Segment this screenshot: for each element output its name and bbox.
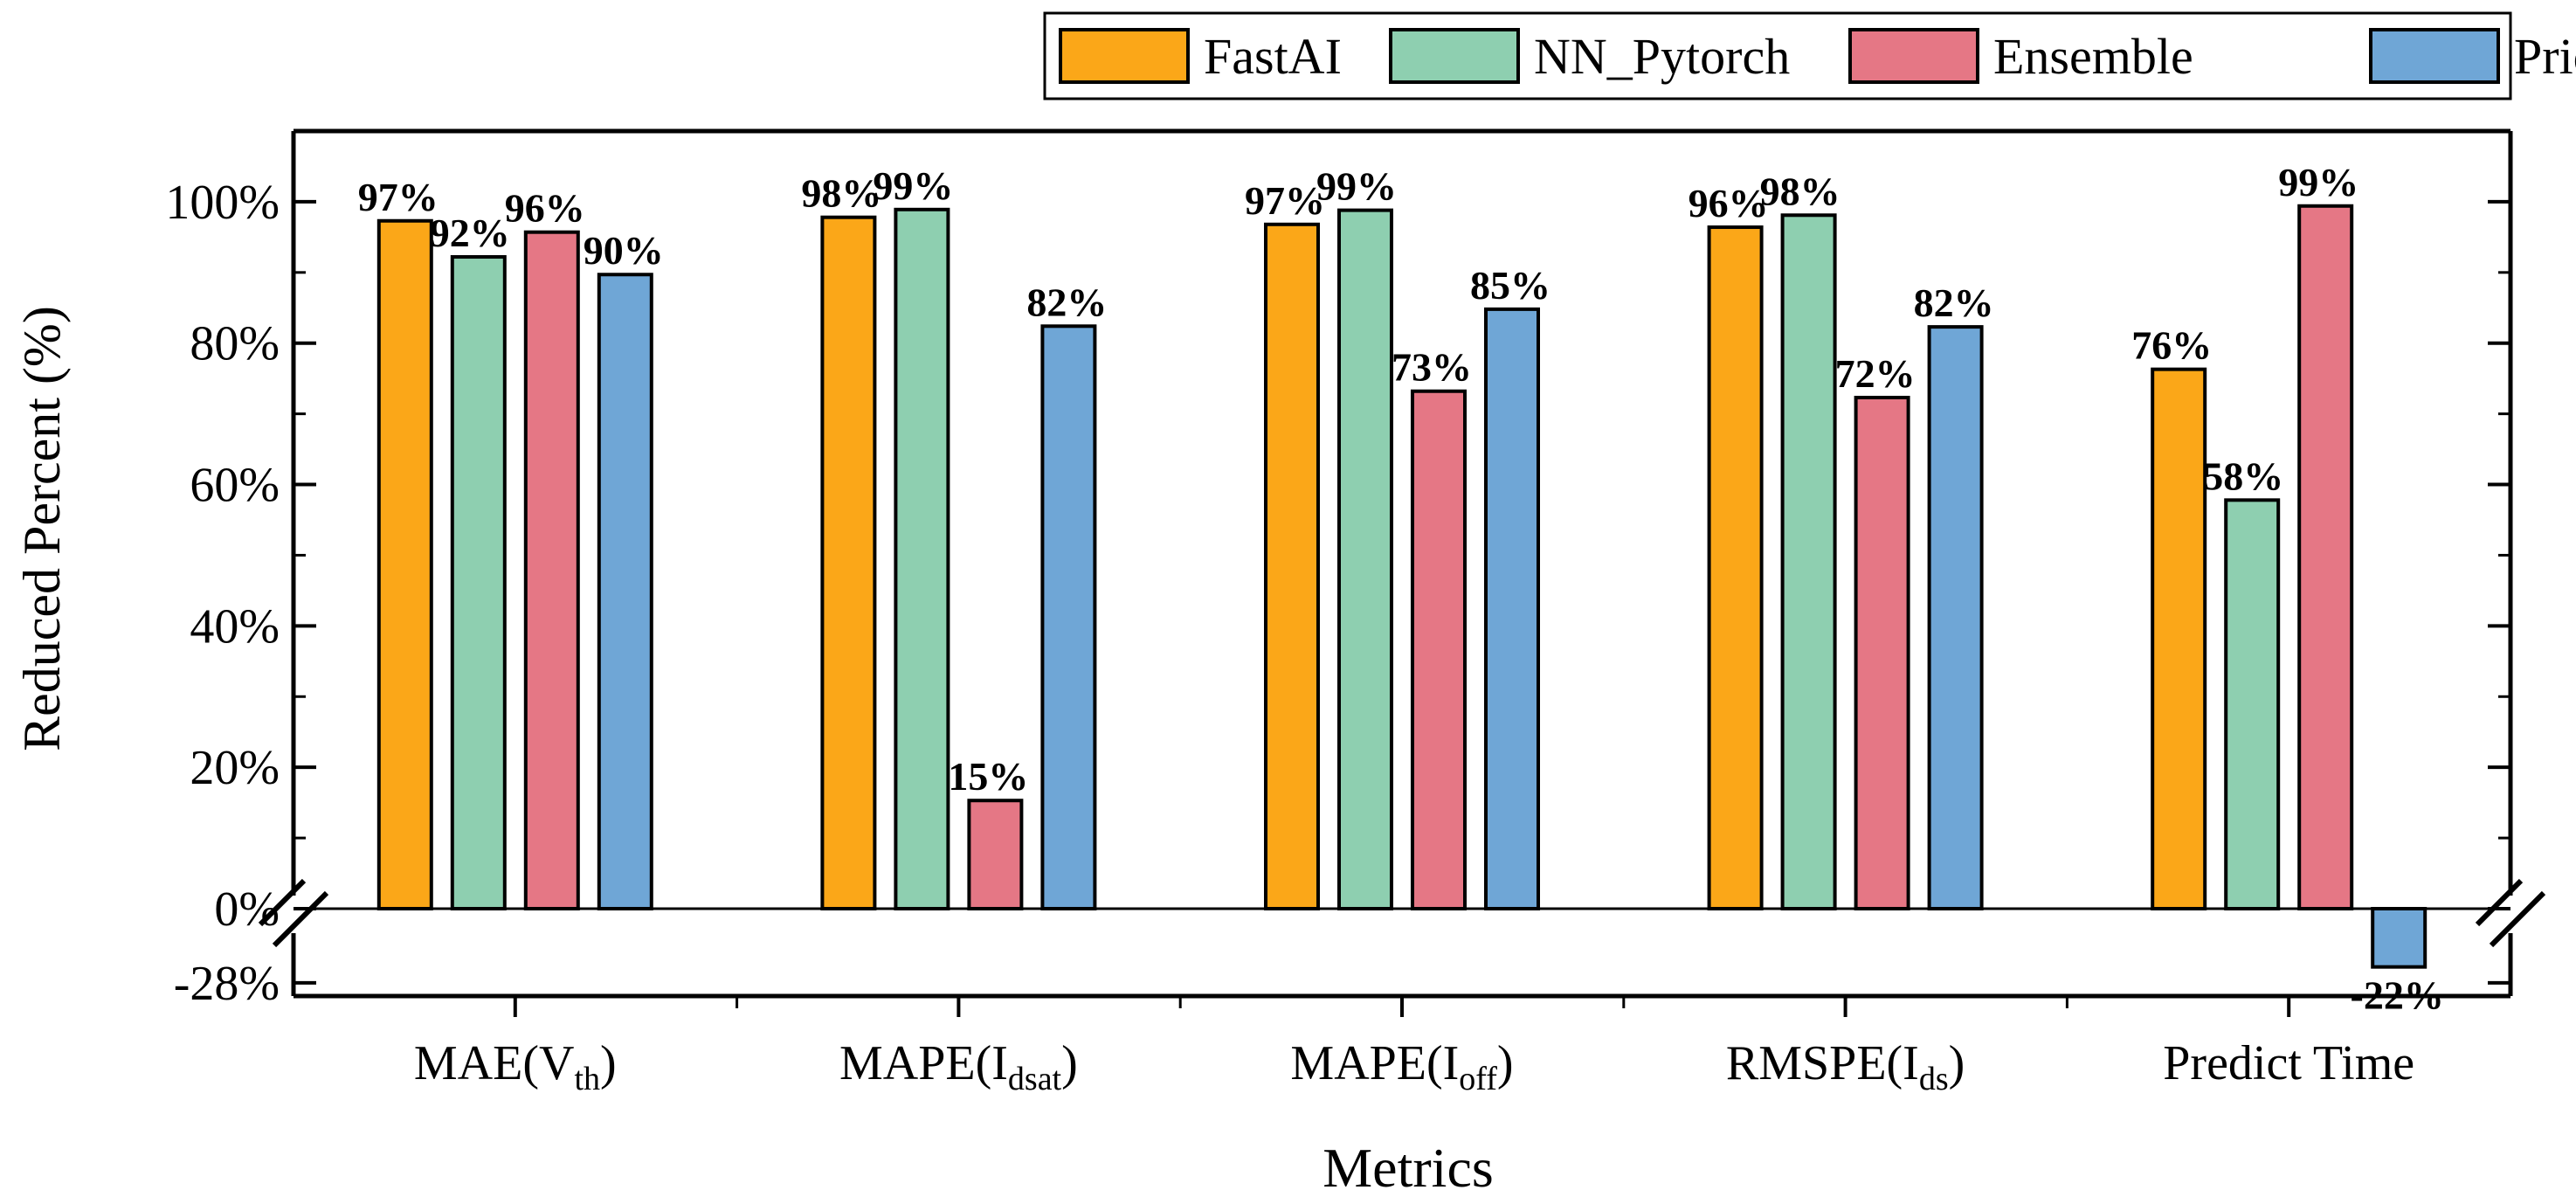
y-tick-label: 0% (214, 882, 280, 937)
value-label: 90% (584, 228, 664, 273)
bar-fastai-2 (820, 215, 877, 910)
value-label: 96% (505, 186, 585, 231)
bar-ensemble-2 (967, 799, 1024, 911)
y-tick-label: 100% (165, 176, 280, 230)
value-label: 15% (948, 754, 1028, 799)
value-label: 72% (1835, 351, 1916, 396)
value-label: 99% (873, 163, 953, 208)
legend-swatch-nn-pytorch (1389, 28, 1520, 84)
value-label: 98% (801, 171, 881, 216)
bars-group (376, 204, 2428, 969)
x-axis-title: Metrics (1323, 1137, 1494, 1199)
x-tick-label: RMSPE(Ids) (1726, 1036, 1965, 1097)
bar-nn-pytorch-4 (1780, 213, 1837, 911)
bar-ensemble-3 (1411, 389, 1467, 910)
value-label: 85% (1470, 263, 1550, 308)
bar-ensemble-4 (1854, 396, 1910, 910)
plot-frame (258, 128, 2546, 999)
y-tick-label: 20% (190, 741, 280, 795)
legend-box (1043, 11, 2512, 100)
value-label: 76% (2131, 323, 2212, 368)
y-axis: 0% 20% 40% 60% 80% 100% -28% (165, 129, 2510, 1011)
x-tick-label: MAE(Vth) (414, 1036, 617, 1097)
bar-nn-pytorch-5 (2224, 498, 2281, 910)
bar-nn-pytorch-3 (1337, 208, 1393, 911)
bar-ensemble-1 (523, 230, 580, 910)
y-tick-label: 60% (190, 459, 280, 513)
legend-label: Prior (2514, 28, 2576, 85)
axis-break-mark-left (272, 890, 329, 948)
bar-nn-pytorch-1 (450, 255, 507, 910)
value-label: 92% (430, 211, 510, 255)
x-axis: MAE(Vth) MAPE(Idsat) MAPE(Ioff) RMSPE(Ids) P… (414, 996, 2414, 1097)
y-axis-title: Reduced Percent (%) (13, 306, 71, 751)
bar-prior-4 (1927, 325, 1984, 911)
bar-ensemble-5 (2297, 204, 2354, 911)
axis-break-mark-left (258, 878, 307, 927)
y-tick-label: -28% (174, 957, 280, 1011)
legend-swatch-ensemble (1848, 28, 1979, 84)
bar-prior-1 (597, 273, 653, 910)
bar-fastai-5 (2151, 367, 2207, 910)
x-tick-label: Predict Time (2163, 1036, 2414, 1090)
legend-label: NN_Pytorch (1534, 28, 1790, 85)
bar-fastai-4 (1707, 225, 1764, 910)
value-label: 96% (1689, 181, 1769, 225)
legend-label: FastAI (1204, 28, 1342, 85)
value-label: 73% (1392, 345, 1472, 390)
legend-swatch-prior (2369, 28, 2500, 84)
bar-prior-3 (1484, 307, 1540, 910)
y-tick-label: 80% (190, 317, 280, 371)
legend: FastAI NN_Pytorch Ensemble Prior (1043, 11, 2576, 100)
bar-prior-5 (2371, 907, 2428, 969)
value-label: 97% (358, 175, 439, 219)
value-label: 98% (1760, 169, 1840, 213)
bar-fastai-3 (1264, 222, 1320, 910)
axis-break-mark-right (2475, 878, 2524, 927)
legend-label: Ensemble (1993, 28, 2193, 85)
bar-fastai-1 (376, 218, 433, 911)
x-tick-label: MAPE(Idsat) (839, 1036, 1078, 1097)
value-label: 82% (1914, 280, 1994, 325)
value-label: -22% (2351, 973, 2444, 1018)
value-labels-group: 97% 98% 97% 96%76%92%99% 99% 98%58%96%15%73% 7… (358, 160, 2444, 1018)
bar-nn-pytorch-2 (894, 207, 950, 911)
bar-prior-2 (1040, 324, 1097, 910)
legend-swatch-fastai (1059, 28, 1190, 84)
x-tick-label: MAPE(Ioff) (1290, 1036, 1513, 1097)
value-label: 99% (1316, 164, 1397, 209)
axis-break-mark-right (2489, 890, 2546, 948)
value-label: 58% (2203, 453, 2283, 498)
value-label: 97% (1245, 178, 1325, 223)
y-tick-label: 40% (190, 599, 280, 654)
value-label: 99% (2278, 160, 2358, 204)
value-label: 82% (1026, 280, 1107, 324)
